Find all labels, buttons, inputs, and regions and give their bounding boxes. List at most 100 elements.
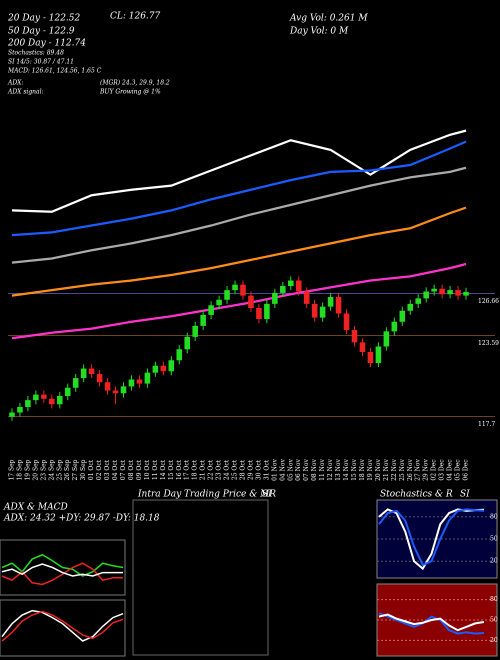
date-label: 08 Nov xyxy=(311,458,318,480)
candle-body xyxy=(25,400,31,407)
panel-subtitle: SI xyxy=(460,490,470,500)
date-label: 11 Nov xyxy=(319,458,326,480)
panel-title: ADX & MACD xyxy=(3,503,68,513)
date-label: 29 Oct xyxy=(247,459,254,480)
line xyxy=(1,563,123,577)
y-tick-label: 20 xyxy=(490,558,498,565)
candle-body xyxy=(343,313,350,330)
panel-subtitle: SI xyxy=(262,490,272,500)
candle-body xyxy=(9,412,15,417)
line xyxy=(378,508,485,571)
date-label: 12 Nov xyxy=(327,458,334,480)
candle-body xyxy=(248,295,254,308)
date-label: 26 Nov xyxy=(407,458,414,480)
candle-body xyxy=(335,297,342,314)
date-label: 02 Dec xyxy=(431,459,438,481)
level-label: 117.7 xyxy=(478,421,495,428)
date-label: 25 Oct xyxy=(232,459,239,480)
line xyxy=(378,613,485,632)
date-label: 22 Oct xyxy=(208,459,215,480)
date-label: 05 Dec xyxy=(455,459,462,481)
adx-label: ADX: xyxy=(7,80,23,87)
candle-body xyxy=(88,368,95,374)
date-label: 11 Oct xyxy=(152,459,159,480)
date-label: 23 Oct xyxy=(216,459,223,480)
candle-body xyxy=(208,305,214,315)
candle-body xyxy=(136,379,143,384)
date-label: 08 Oct xyxy=(128,459,135,480)
candle-body xyxy=(447,290,453,295)
candle-body xyxy=(160,365,167,372)
candle-body xyxy=(351,330,358,343)
level-label: 123.59 xyxy=(478,340,499,347)
candle-body xyxy=(192,325,198,337)
line xyxy=(378,612,485,635)
panel-subtitle: ADX: 24.32 +DY: 29.87 -DY: 18.18 xyxy=(3,514,160,524)
date-label: 04 Oct xyxy=(112,459,119,480)
date-label: 29 Nov xyxy=(423,458,430,480)
candle-body xyxy=(391,321,398,332)
candle-body xyxy=(295,280,302,292)
candle-body xyxy=(72,378,79,388)
candle-body xyxy=(463,291,469,296)
date-label: 18 Nov xyxy=(359,458,366,480)
candle-body xyxy=(64,387,71,396)
adx-signal-label: ADX signal: xyxy=(7,89,44,96)
adx-values: (MGR) 24.3, 29.9, 18.2 xyxy=(100,80,170,87)
candle-body xyxy=(168,360,175,372)
candle-body xyxy=(240,284,246,296)
date-label: 07 Oct xyxy=(120,459,127,480)
panel-title: Stochastics & R xyxy=(380,490,453,500)
line xyxy=(11,166,467,264)
candle-body xyxy=(319,306,326,318)
y-tick-label: 20 xyxy=(490,637,498,644)
candle-body xyxy=(407,303,414,311)
line xyxy=(11,129,467,213)
macd-label: MACD: 126.61, 124.56, 1.65 C xyxy=(7,68,102,75)
date-label: 15 Oct xyxy=(168,459,175,480)
candle-body xyxy=(287,280,294,286)
adx-signal-value: BUY Growing @ 1% xyxy=(99,89,161,96)
candle-body xyxy=(56,396,63,405)
panel-title: Intra Day Trading Price & MR xyxy=(137,490,276,500)
candle-body xyxy=(80,368,87,379)
close-label: CL: 126.77 xyxy=(110,12,161,22)
candle-body xyxy=(176,349,183,361)
candle-body xyxy=(144,372,151,384)
y-tick-label: 80 xyxy=(490,513,498,520)
line xyxy=(378,508,485,567)
candle-body xyxy=(431,288,437,292)
macd-box xyxy=(0,599,126,657)
date-label: 17 Sep xyxy=(8,459,15,480)
ma50-label: 50 Day - 122.9 xyxy=(8,27,75,37)
date-label: 21 Nov xyxy=(383,458,390,480)
candle-body xyxy=(399,310,406,322)
date-label: 20 Nov xyxy=(375,458,382,480)
candle-body xyxy=(128,379,135,387)
candle-body xyxy=(327,297,334,307)
date-label: 04 Nov xyxy=(279,458,286,480)
y-tick-label: 50 xyxy=(490,617,498,624)
date-label: 05 Nov xyxy=(287,458,294,480)
ma20-label: 20 Day - 122.52 xyxy=(7,14,81,24)
header: CL: 126.77 Avg Vol: 0.261 M Day Vol: 0 M… xyxy=(7,12,368,96)
date-label: 14 Nov xyxy=(343,458,350,480)
date-label: 01 Nov xyxy=(271,458,278,480)
date-label: 09 Oct xyxy=(136,459,143,480)
candle-body xyxy=(367,352,374,363)
date-label: 28 Oct xyxy=(239,459,246,480)
date-label: 18 Sep xyxy=(16,459,23,480)
candle-body xyxy=(280,286,286,293)
line xyxy=(11,262,467,340)
ma200-label: 200 Day - 112.74 xyxy=(7,39,86,49)
date-label: 25 Sep xyxy=(56,459,63,480)
date-label: 31 Oct xyxy=(263,459,270,480)
date-label: 17 Oct xyxy=(184,459,191,480)
candle-body xyxy=(303,291,310,304)
candle-body xyxy=(41,394,47,399)
date-label: 06 Nov xyxy=(295,458,302,480)
line xyxy=(11,206,467,297)
candle-body xyxy=(264,303,270,319)
stoch-label: Stochastics: 89.48 xyxy=(8,50,64,57)
date-label: 24 Oct xyxy=(224,459,231,480)
